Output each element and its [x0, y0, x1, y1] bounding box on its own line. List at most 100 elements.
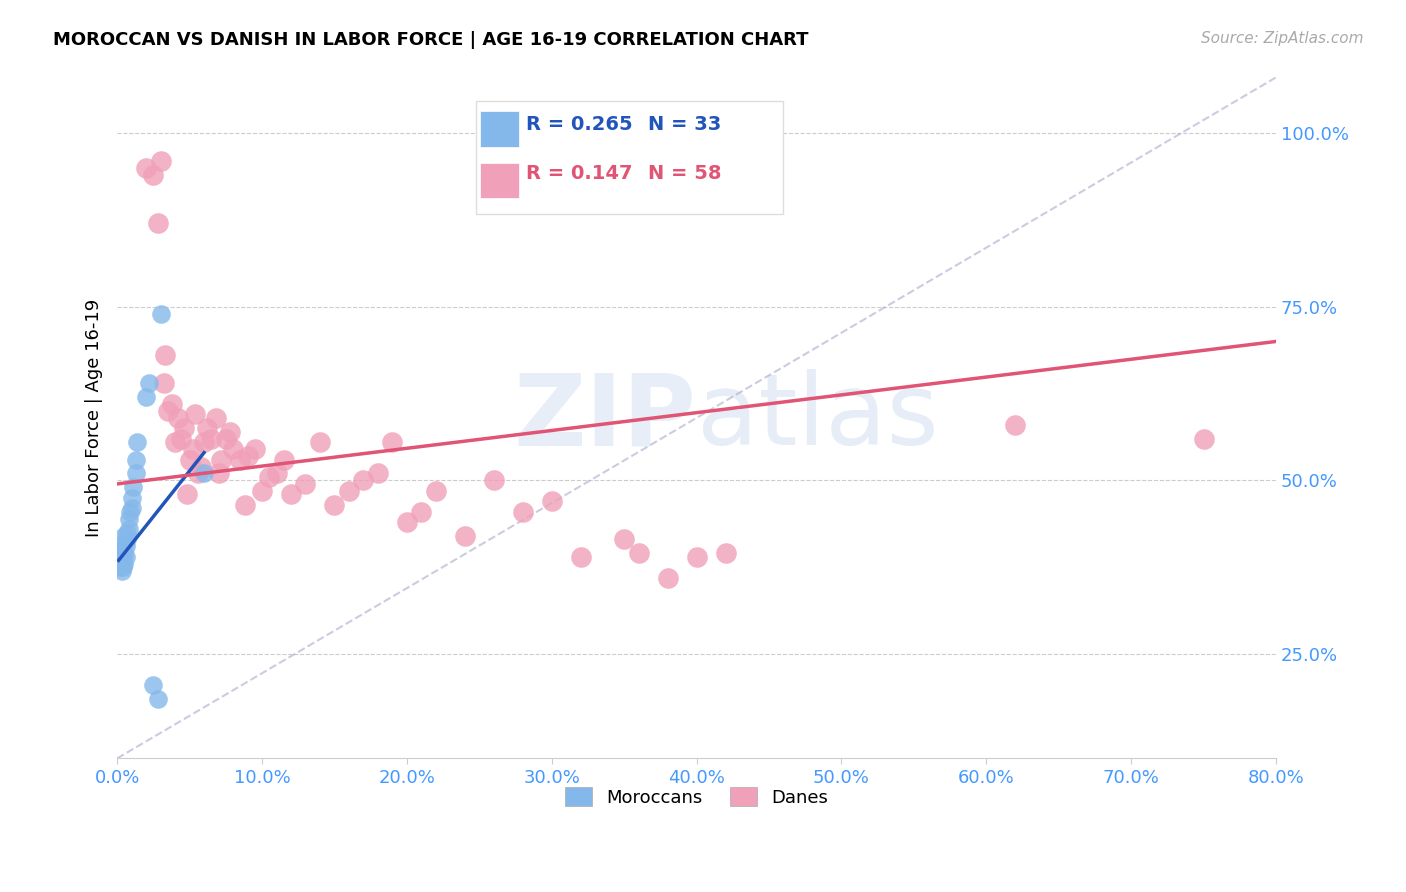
Point — [195, 421, 218, 435]
Point — [107, 553, 129, 567]
Point — [352, 474, 374, 488]
Point — [243, 442, 266, 457]
Point — [540, 494, 562, 508]
FancyBboxPatch shape — [479, 162, 519, 198]
Point — [233, 498, 256, 512]
Point — [266, 467, 288, 481]
Point — [111, 549, 134, 564]
Point — [167, 410, 190, 425]
Point — [190, 459, 212, 474]
Point — [193, 435, 215, 450]
Point — [110, 564, 132, 578]
Point — [107, 549, 129, 564]
Point — [454, 529, 477, 543]
Point — [323, 498, 346, 512]
Point — [125, 467, 148, 481]
Text: Source: ZipAtlas.com: Source: ZipAtlas.com — [1201, 31, 1364, 46]
Point — [120, 505, 142, 519]
Text: ZIP: ZIP — [513, 369, 696, 467]
Point — [142, 168, 165, 182]
Point — [146, 216, 169, 230]
Point — [111, 560, 134, 574]
Point — [482, 474, 505, 488]
FancyBboxPatch shape — [479, 112, 519, 147]
Point — [149, 153, 172, 168]
Point — [259, 470, 281, 484]
Point — [280, 487, 302, 501]
Point — [207, 467, 229, 481]
Point — [142, 678, 165, 692]
Point — [115, 549, 138, 564]
Y-axis label: In Labor Force | Age 16-19: In Labor Force | Age 16-19 — [86, 299, 103, 537]
Point — [294, 476, 316, 491]
Point — [613, 533, 636, 547]
Point — [229, 452, 252, 467]
Point — [110, 553, 132, 567]
Point — [1192, 432, 1215, 446]
Point — [114, 529, 136, 543]
Point — [125, 452, 148, 467]
Point — [149, 307, 172, 321]
Point — [569, 549, 592, 564]
Point — [714, 546, 737, 560]
Point — [108, 546, 131, 560]
Point — [176, 487, 198, 501]
Text: MOROCCAN VS DANISH IN LABOR FORCE | AGE 16-19 CORRELATION CHART: MOROCCAN VS DANISH IN LABOR FORCE | AGE … — [53, 31, 808, 49]
Point — [179, 452, 201, 467]
Point — [156, 404, 179, 418]
Point — [114, 557, 136, 571]
Point — [193, 467, 215, 481]
Point — [187, 467, 209, 481]
Point — [184, 408, 207, 422]
Point — [127, 435, 149, 450]
Text: N = 33: N = 33 — [648, 115, 721, 134]
Point — [121, 501, 143, 516]
Point — [425, 483, 447, 498]
Point — [204, 410, 226, 425]
Point — [219, 425, 242, 439]
Point — [657, 571, 679, 585]
Point — [236, 449, 259, 463]
Point — [215, 432, 238, 446]
Point — [395, 515, 418, 529]
Point — [627, 546, 650, 560]
Point — [146, 692, 169, 706]
Point — [211, 452, 233, 467]
Point — [309, 435, 332, 450]
Point — [337, 483, 360, 498]
Point — [160, 397, 183, 411]
Point — [152, 376, 174, 391]
Point — [111, 542, 134, 557]
Text: R = 0.147: R = 0.147 — [526, 164, 633, 183]
Point — [117, 525, 139, 540]
Point — [250, 483, 273, 498]
Point — [135, 161, 157, 175]
Text: R = 0.265: R = 0.265 — [526, 115, 633, 134]
Point — [118, 522, 141, 536]
Point — [222, 442, 245, 457]
Text: atlas: atlas — [696, 369, 938, 467]
Point — [181, 442, 204, 457]
Point — [170, 432, 193, 446]
Point — [165, 435, 187, 450]
FancyBboxPatch shape — [477, 102, 783, 213]
Point — [118, 511, 141, 525]
Point — [122, 480, 145, 494]
Point — [110, 542, 132, 557]
Point — [121, 491, 143, 505]
Point — [200, 432, 222, 446]
Point — [108, 560, 131, 574]
Point — [1004, 417, 1026, 432]
Point — [512, 505, 534, 519]
Point — [411, 505, 433, 519]
Text: N = 58: N = 58 — [648, 164, 721, 183]
Legend: Moroccans, Danes: Moroccans, Danes — [558, 780, 835, 814]
Point — [273, 452, 295, 467]
Point — [173, 421, 195, 435]
Point — [115, 540, 138, 554]
Point — [114, 546, 136, 560]
Point — [153, 348, 176, 362]
Point — [117, 533, 139, 547]
Point — [138, 376, 160, 391]
Point — [114, 536, 136, 550]
